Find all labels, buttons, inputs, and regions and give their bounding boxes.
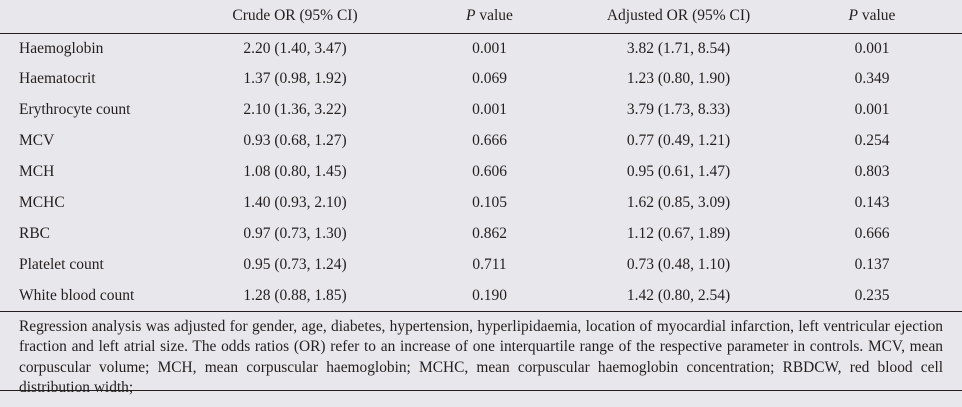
table-row: RBC 0.97 (0.73, 1.30) 0.862 1.12 (0.67, 1.8… [0, 218, 962, 249]
table-row: Haemoglobin 2.20 (1.40, 3.47) 0.001 3.82 (1… [0, 33, 962, 64]
p-value-adjusted-cell: 0.001 [854, 39, 890, 57]
crude-or-cell: 1.08 (0.80, 1.45) [243, 163, 347, 180]
p-value-adjusted-cell: 0.666 [854, 224, 890, 242]
table-row: Haematocrit 1.37 (0.98, 1.92) 0.069 1.23 (0… [0, 64, 962, 95]
p-value-crude-cell: 0.069 [472, 70, 507, 88]
header-row: Crude OR (95% CI) P value Adjusted OR (9… [0, 0, 962, 33]
table-row: MCH 1.08 (0.80, 1.45) 0.606 0.95 (0.61, 1.4… [0, 157, 962, 188]
row-label: White blood count [19, 286, 135, 304]
p-value-adjusted-cell: 0.254 [854, 132, 890, 150]
row-label: Platelet count [19, 255, 104, 273]
adjusted-or-cell: 1.42 (0.80, 2.54) [626, 286, 731, 304]
crude-or-cell: 1.40 (0.93, 2.10) [243, 193, 347, 211]
p-value-adjusted-cell: 0.001 [854, 101, 890, 119]
header-crude-or: Crude OR (95% CI) [232, 7, 358, 25]
p-value-crude-cell: 0.001 [472, 101, 507, 119]
p-value-adjusted-cell: 0.235 [854, 286, 890, 304]
crude-or-cell: 2.20 (1.40, 3.47) [243, 39, 347, 57]
p-value-crude-cell: 0.606 [472, 163, 507, 180]
adjusted-or-cell: 0.95 (0.61, 1.47) [626, 163, 731, 180]
p-value-crude-cell: 0.666 [472, 132, 507, 150]
crude-or-cell: 1.37 (0.98, 1.92) [243, 70, 347, 88]
crude-or-cell: 0.97 (0.73, 1.30) [243, 224, 347, 242]
p-value-adjusted-cell: 0.137 [854, 255, 890, 273]
row-label: MCV [19, 132, 55, 150]
header-p-suffix: value [475, 7, 513, 25]
table-row: MCHC 1.40 (0.93, 2.10) 0.105 1.62 (0.85, 3.… [0, 187, 962, 218]
p-value-adjusted-cell: 0.143 [854, 193, 890, 211]
adjusted-or-cell: 3.79 (1.73, 8.33) [626, 101, 731, 119]
table-row: White blood count 1.28 (0.88, 1.85) 0.190 1… [0, 280, 962, 311]
header-adjusted-or: Adjusted OR (95% CI) [606, 7, 751, 25]
row-label: Haemoglobin [19, 39, 104, 57]
table-row: Platelet count 0.95 (0.73, 1.24) 0.711 0.73… [0, 249, 962, 280]
adjusted-or-cell: 3.82 (1.71, 8.54) [626, 39, 731, 57]
crude-or-cell: 0.95 (0.73, 1.24) [243, 255, 347, 273]
row-label: MCHC [19, 193, 65, 211]
p-value-crude-cell: 0.711 [472, 255, 507, 273]
row-label: RBC [19, 224, 51, 242]
odds-ratio-table: Crude OR (95% CI) P value Adjusted OR (9… [0, 0, 962, 311]
p-value-crude-cell: 0.862 [472, 224, 507, 242]
crude-or-cell: 0.93 (0.68, 1.27) [243, 132, 347, 150]
table-row: Erythrocyte count 2.10 (1.36, 3.22) 0.001 3… [0, 95, 962, 126]
row-label: Haematocrit [19, 70, 96, 88]
adjusted-or-cell: 1.23 (0.80, 1.90) [626, 70, 731, 88]
p-value-crude-cell: 0.105 [472, 193, 507, 211]
header-p-suffix: value [858, 7, 896, 25]
header-p-value-adjusted: P value [782, 0, 962, 33]
header-label-column [0, 0, 186, 33]
header-p-value-crude: P value [404, 0, 575, 33]
header-p-letter: P [848, 7, 858, 25]
p-value-adjusted-cell: 0.803 [854, 163, 890, 180]
adjusted-or-cell: 0.73 (0.48, 1.10) [626, 255, 731, 273]
adjusted-or-cell: 1.62 (0.85, 3.09) [626, 193, 731, 211]
p-value-crude-cell: 0.190 [472, 286, 507, 304]
row-label: Erythrocyte count [19, 101, 131, 119]
p-value-adjusted-cell: 0.349 [854, 70, 890, 88]
p-value-crude-cell: 0.001 [472, 39, 507, 57]
table-footnote: Regression analysis was adjusted for gen… [0, 311, 962, 396]
row-label: MCH [19, 163, 55, 180]
adjusted-or-cell: 1.12 (0.67, 1.89) [626, 224, 731, 242]
table-row: MCV 0.93 (0.68, 1.27) 0.666 0.77 (0.49, 1.2… [0, 126, 962, 157]
header-p-letter: P [466, 7, 476, 25]
crude-or-cell: 2.10 (1.36, 3.22) [243, 101, 347, 119]
crude-or-cell: 1.28 (0.88, 1.85) [243, 286, 347, 304]
adjusted-or-cell: 0.77 (0.49, 1.21) [626, 132, 731, 150]
